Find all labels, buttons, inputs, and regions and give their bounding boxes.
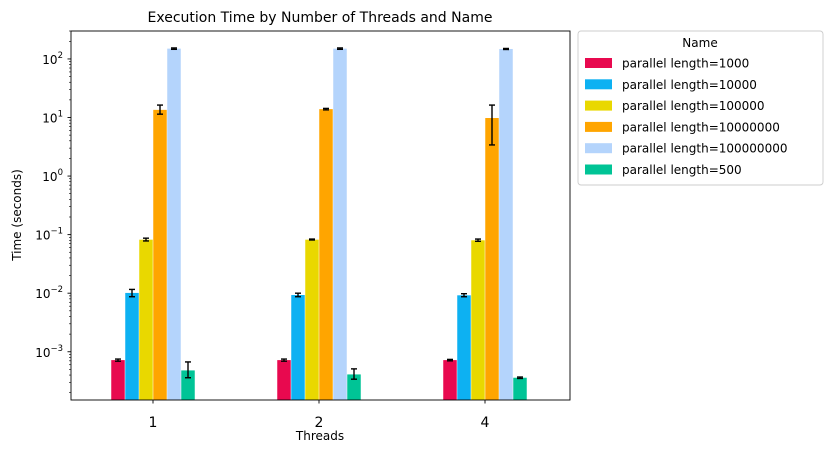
bar: [153, 109, 167, 401]
chart-title: Execution Time by Number of Threads and …: [148, 10, 493, 26]
legend-swatch: [585, 100, 612, 111]
legend-items: parallel length=1000 parallel length=1000…: [585, 57, 787, 177]
legend-item: parallel length=10000000: [585, 120, 780, 134]
legend-label: parallel length=10000000: [622, 120, 780, 134]
bar: [111, 360, 125, 400]
x-tick-label: 4: [481, 415, 490, 431]
legend-swatch: [585, 58, 612, 68]
error-bar: [337, 47, 343, 51]
bar: [485, 118, 499, 400]
y-axis-label: Time (seconds): [10, 169, 24, 262]
bar: [125, 292, 139, 400]
legend-swatch: [585, 79, 612, 90]
legend-item: parallel length=500: [585, 163, 742, 177]
error-bar: [171, 47, 177, 51]
bar: [277, 360, 291, 400]
error-bar: [115, 358, 121, 362]
errorbars-layer: [115, 47, 523, 380]
bar: [319, 109, 333, 400]
legend-swatch: [585, 121, 612, 132]
error-bar: [157, 104, 163, 115]
y-tick-label: 102: [42, 51, 63, 67]
bar: [513, 377, 527, 400]
y-tick-label: 10−1: [35, 227, 63, 243]
bar: [457, 295, 471, 400]
bar: [181, 370, 195, 400]
error-bar: [143, 237, 149, 242]
bar: [291, 295, 305, 400]
legend-label: parallel length=500: [622, 163, 742, 177]
legend-label: parallel length=100000: [622, 99, 765, 113]
legend-label: parallel length=100000000: [622, 142, 787, 156]
error-bar: [475, 238, 481, 242]
y-tick-label: 101: [42, 110, 63, 126]
legend-swatch: [585, 164, 612, 175]
bar: [167, 48, 181, 400]
legend-item: parallel length=100000000: [585, 142, 787, 156]
bar: [443, 360, 457, 400]
plot-frame: [70, 30, 571, 401]
bar: [305, 239, 319, 400]
legend-label: parallel length=1000: [622, 57, 749, 71]
y-tick-label: 10−2: [35, 285, 63, 301]
bar: [333, 48, 347, 400]
error-bar: [351, 368, 357, 380]
x-tick-label: 2: [315, 415, 324, 431]
bars-layer: [111, 48, 527, 401]
bar: [347, 374, 361, 400]
y-tick-label: 100: [42, 168, 63, 184]
x-axis: 1 2 4: [149, 400, 490, 431]
error-bar: [461, 293, 467, 298]
legend-frame: [577, 30, 824, 186]
error-bar: [281, 358, 287, 362]
legend-swatch: [585, 143, 612, 154]
bar: [139, 239, 153, 400]
legend-title: Name: [682, 36, 717, 50]
legend-item: parallel length=1000: [585, 57, 749, 71]
error-bar: [517, 376, 523, 380]
x-axis-label: Threads: [295, 429, 344, 443]
legend-item: parallel length=100000: [585, 99, 765, 113]
error-bar: [129, 288, 135, 298]
error-bar: [489, 104, 495, 146]
error-bar: [185, 361, 191, 379]
legend-item: parallel length=10000: [585, 78, 757, 92]
bar: [499, 48, 513, 400]
y-tick-label: 10−3: [35, 344, 63, 360]
x-tick-label: 1: [149, 415, 158, 431]
bar: [471, 240, 485, 400]
error-bar: [323, 107, 329, 111]
error-bar: [447, 358, 453, 362]
error-bar: [309, 238, 315, 241]
error-bar: [295, 292, 301, 298]
error-bar: [503, 47, 509, 51]
y-axis: 10−3 10−2 10−1 100 101 102: [35, 30, 71, 393]
legend-label: parallel length=10000: [622, 78, 757, 92]
